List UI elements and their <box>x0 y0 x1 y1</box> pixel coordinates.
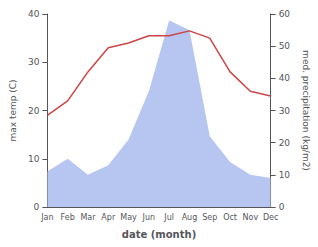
svg-text:20: 20 <box>28 106 40 116</box>
svg-text:Oct: Oct <box>223 213 237 222</box>
svg-text:50: 50 <box>279 41 291 51</box>
svg-text:0: 0 <box>279 202 285 212</box>
svg-text:10: 10 <box>28 154 40 164</box>
svg-text:30: 30 <box>279 106 291 116</box>
svg-text:Jun: Jun <box>142 213 156 222</box>
svg-text:May: May <box>120 213 137 222</box>
svg-text:0: 0 <box>34 202 40 212</box>
svg-text:Feb: Feb <box>61 213 75 222</box>
svg-text:Aug: Aug <box>182 213 198 222</box>
svg-text:date (month): date (month) <box>122 229 196 240</box>
svg-text:20: 20 <box>279 138 291 148</box>
svg-text:Dec: Dec <box>263 213 278 222</box>
svg-text:40: 40 <box>28 9 40 19</box>
svg-text:30: 30 <box>28 57 40 67</box>
svg-text:Jul: Jul <box>163 213 174 222</box>
svg-text:10: 10 <box>279 170 291 180</box>
svg-text:Apr: Apr <box>101 213 116 222</box>
svg-text:med. precipitation (kg/m2): med. precipitation (kg/m2) <box>301 50 311 171</box>
svg-text:max temp (C): max temp (C) <box>8 79 18 141</box>
svg-text:Sep: Sep <box>202 213 217 222</box>
svg-text:Mar: Mar <box>80 213 96 222</box>
svg-text:Jan: Jan <box>40 213 53 222</box>
svg-text:Nov: Nov <box>243 213 259 222</box>
svg-text:40: 40 <box>279 73 291 83</box>
svg-text:60: 60 <box>279 9 291 19</box>
